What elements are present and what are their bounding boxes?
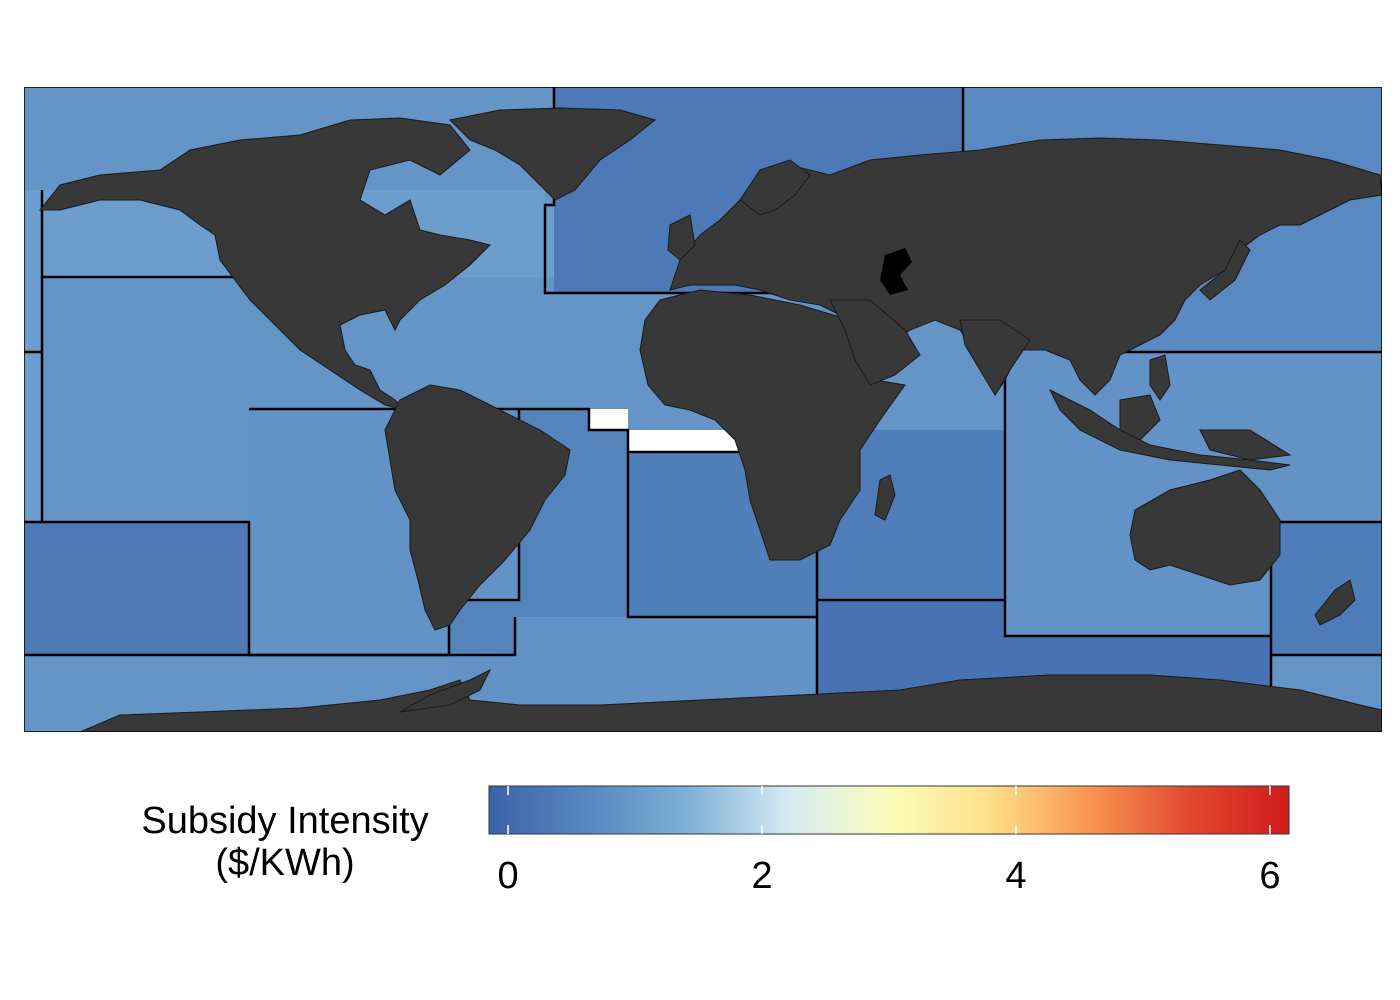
land-japan bbox=[1199, 239, 1251, 301]
legend-tick-label: 6 bbox=[1259, 855, 1281, 897]
land-new-guinea bbox=[1199, 429, 1292, 461]
region-east-central-pacific bbox=[24, 277, 554, 522]
legend-tick-label: 4 bbox=[1005, 855, 1027, 897]
land-north-america bbox=[38, 117, 491, 411]
legend-tick-label: 2 bbox=[751, 855, 773, 897]
legend-title-line2: ($/KWh) bbox=[215, 842, 355, 884]
region-southwest-pacific bbox=[1271, 522, 1382, 655]
region-western-indian-ocean bbox=[817, 430, 1005, 600]
land-antarctic-peninsula bbox=[399, 668, 492, 713]
land-australia bbox=[1129, 469, 1281, 586]
legend-colorbar bbox=[488, 785, 1290, 835]
legend-ticks bbox=[507, 786, 1271, 834]
legend-title-line1: Subsidy Intensity bbox=[141, 800, 429, 842]
land-antarctica bbox=[79, 674, 1382, 732]
land-greenland bbox=[448, 107, 657, 201]
land-uk bbox=[667, 214, 696, 261]
land-philippines bbox=[1149, 354, 1171, 401]
land-arabia bbox=[829, 299, 921, 386]
region-atlantic-west-strip bbox=[24, 190, 42, 522]
land-borneo bbox=[1119, 394, 1161, 441]
land-new-zealand bbox=[1314, 579, 1356, 626]
legend-tick-label: 0 bbox=[497, 855, 519, 897]
land-madagascar bbox=[874, 474, 896, 521]
land-india bbox=[959, 319, 1031, 396]
legend-title: Subsidy Intensity ($/KWh) bbox=[110, 800, 460, 884]
land-masses bbox=[38, 107, 1382, 732]
map-panel bbox=[24, 87, 1382, 732]
land-highlight-caspian bbox=[880, 248, 912, 295]
land-south-america bbox=[384, 384, 571, 631]
region-southwest-atlantic bbox=[449, 409, 628, 655]
region-southeast-pacific bbox=[24, 522, 249, 655]
land-scandinavia bbox=[739, 159, 811, 216]
